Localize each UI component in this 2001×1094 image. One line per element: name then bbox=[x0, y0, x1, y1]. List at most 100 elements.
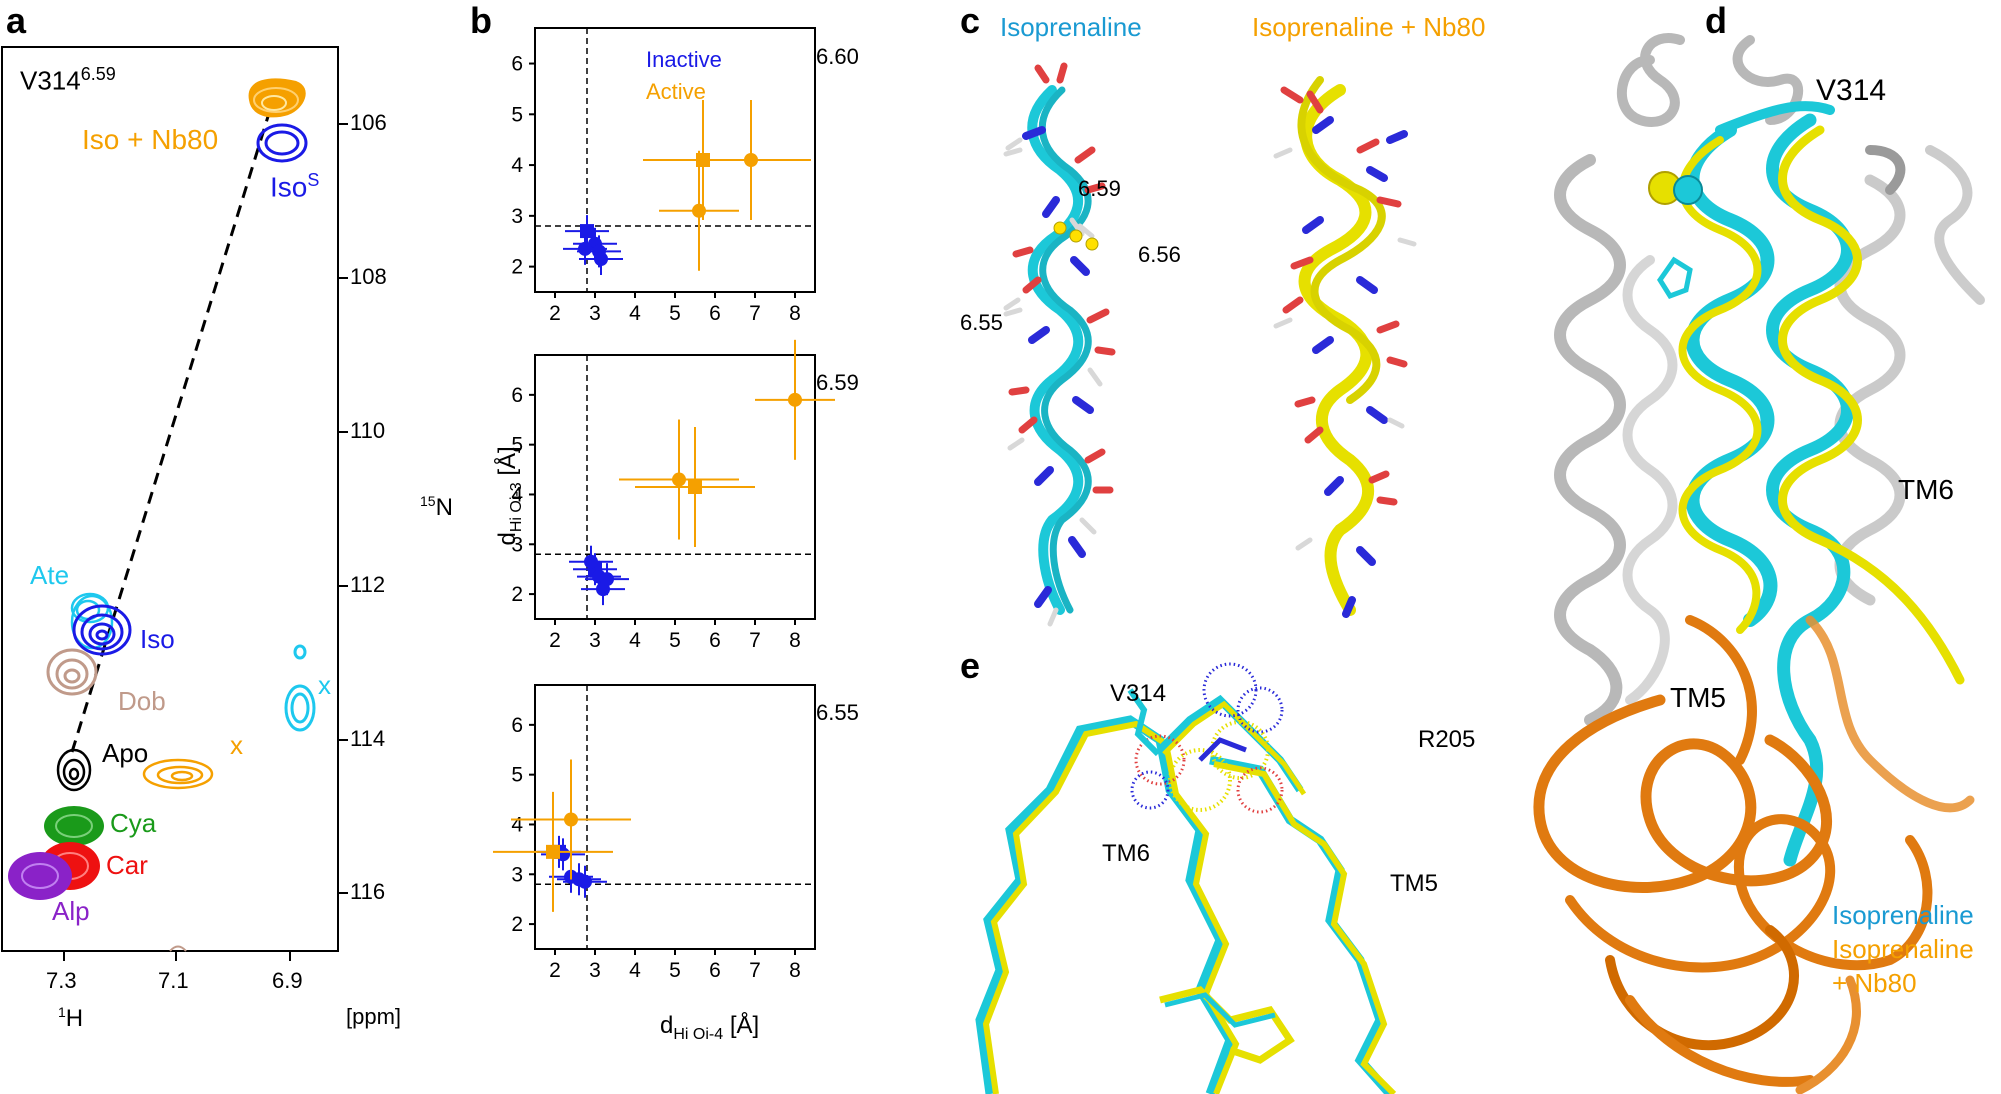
hbond-marker bbox=[1069, 229, 1083, 243]
receptor-label-v314: V314 bbox=[1816, 74, 1887, 107]
x-tick-label: 2 bbox=[549, 629, 561, 652]
peak-label-ate: Ate bbox=[30, 560, 70, 590]
legend-active: Active bbox=[646, 79, 706, 104]
panel-label-b: b bbox=[470, 0, 492, 41]
helix-label-6-56: 6.56 bbox=[1138, 242, 1181, 267]
isoprenaline-ligand bbox=[1657, 256, 1693, 300]
x-tick-label: 6 bbox=[709, 302, 721, 325]
receptor-label-tm5: TM5 bbox=[1670, 682, 1726, 713]
helix-isoprenaline-nb80 bbox=[1273, 76, 1417, 618]
nmr-residue-label: V3146.59 bbox=[20, 64, 116, 96]
x-tick-label: 6 bbox=[709, 629, 721, 652]
receptor-label-tm6: TM6 bbox=[1898, 474, 1954, 505]
helix-label-6-59: 6.59 bbox=[1078, 176, 1121, 201]
hbond-marker bbox=[1085, 237, 1099, 251]
tm-detail-svg bbox=[975, 662, 1397, 1094]
nmr-ytick-114: 114 bbox=[350, 726, 386, 751]
y-tick-label: 4 bbox=[511, 483, 523, 506]
backbone-traces bbox=[975, 694, 1397, 1094]
helix-isoprenaline bbox=[1003, 62, 1116, 627]
peak-label-x-cyan: x bbox=[318, 670, 331, 700]
nmr-ytick-108: 108 bbox=[350, 264, 387, 289]
peak-label-iso: Iso bbox=[140, 624, 175, 654]
y-tick-label: 5 bbox=[511, 434, 523, 457]
helix-ensemble-svg bbox=[1003, 62, 1417, 627]
receptor-legend-iso: Isoprenaline bbox=[1832, 900, 1974, 930]
data-point-circle bbox=[594, 252, 608, 266]
peak-label-iso-nb80: Iso + Nb80 bbox=[82, 124, 219, 155]
tm-label-tm5: TM5 bbox=[1390, 870, 1438, 897]
helix-title-right: Isoprenaline + Nb80 bbox=[1252, 12, 1486, 42]
y-tick-label: 3 bbox=[511, 205, 523, 228]
data-point-square bbox=[688, 480, 702, 494]
peak-label-apo: Apo bbox=[102, 738, 149, 768]
y-tick-label: 3 bbox=[511, 533, 523, 556]
y-tick-label: 2 bbox=[511, 583, 523, 606]
nmr-spectrum-svg bbox=[1, 46, 348, 961]
receptor-cartoon-panel: V314 TM6 TM5 Isoprenaline Isoprenaline +… bbox=[1510, 0, 2001, 1094]
peak-iso bbox=[72, 604, 132, 656]
x-tick-label: 8 bbox=[789, 302, 801, 325]
y-tick-label: 2 bbox=[511, 256, 523, 279]
x-tick-label: 3 bbox=[589, 629, 601, 652]
nmr-ytick-112: 112 bbox=[350, 572, 386, 597]
nmr-y-axis-label: 15N bbox=[420, 493, 453, 521]
y-tick-label: 6 bbox=[511, 384, 523, 407]
peak-label-alp: Alp bbox=[52, 896, 90, 926]
receptor-tm6-helices bbox=[1678, 101, 1965, 867]
data-point-circle bbox=[672, 472, 686, 487]
data-point-circle bbox=[692, 203, 706, 218]
data-point-circle bbox=[578, 241, 592, 256]
peak-alp bbox=[8, 852, 72, 900]
x-tick-label: 5 bbox=[669, 302, 681, 325]
x-axis-label-hi-oi4: dHi Oi-4 [Å] bbox=[660, 1012, 760, 1043]
x-tick-label: 7 bbox=[749, 302, 761, 325]
nmr-spectrum-panel: V3146.59 106 108 110 112 114 116 15N 7.3… bbox=[0, 0, 470, 1094]
data-point-circle bbox=[600, 572, 614, 587]
x-tick-label: 5 bbox=[669, 959, 681, 982]
chart-title-6-59: 6.59 bbox=[816, 370, 859, 395]
distance-charts-panel: 2 3 4 5 6 7 8 2 3 4 5 6 2 3 4 5 6 7 8 2 3 4 5 6 2 3 4 5 6 7 8 2 3 4 5 6 Ina… bbox=[470, 0, 960, 1094]
helix-label-6-55: 6.55 bbox=[960, 310, 1003, 335]
v314-sphere-iso bbox=[1673, 175, 1703, 205]
y-tick-label: 4 bbox=[511, 154, 523, 177]
x-tick-label: 2 bbox=[549, 959, 561, 982]
tm-label-r205: R205 bbox=[1418, 726, 1476, 753]
nb80-nanobody bbox=[1533, 615, 1975, 1094]
nmr-ytick-116: 116 bbox=[350, 879, 386, 904]
scatter-chart-6-60: 2 3 4 5 6 7 8 2 3 4 5 6 bbox=[511, 27, 816, 325]
panel-label-c: c bbox=[960, 0, 981, 41]
dot-surface-side-chains bbox=[1130, 662, 1284, 814]
peak-label-iso-s: IsoS bbox=[270, 170, 320, 203]
peak-x-cyan bbox=[284, 644, 316, 732]
nmr-ytick-110: 110 bbox=[350, 418, 386, 443]
legend-inactive: Inactive bbox=[646, 47, 722, 72]
data-point-circle bbox=[564, 812, 578, 827]
helix-ensemble-panel: Isoprenaline Isoprenaline + Nb80 6.59 6.… bbox=[960, 0, 1520, 640]
peak-label-cya: Cya bbox=[110, 808, 157, 838]
x-tick-label: 7 bbox=[749, 629, 761, 652]
y-tick-label: 5 bbox=[511, 103, 523, 126]
y-tick-label: 4 bbox=[511, 813, 523, 836]
scatter-chart-6-59: 2 3 4 5 6 7 8 2 3 4 5 6 bbox=[511, 339, 835, 652]
y-tick-label: 6 bbox=[511, 53, 523, 76]
peak-label-car: Car bbox=[106, 850, 148, 880]
nmr-xtick-7-1: 7.1 bbox=[158, 968, 189, 993]
hbond-marker bbox=[1053, 221, 1067, 235]
panel-label-a: a bbox=[6, 0, 27, 41]
tm-detail-panel: V314 R205 TM6 TM5 bbox=[960, 640, 1520, 1094]
peak-iso-nb80 bbox=[248, 78, 306, 118]
panel-label-d: d bbox=[1705, 0, 1727, 41]
x-tick-label: 8 bbox=[789, 959, 801, 982]
data-point-square bbox=[580, 224, 594, 239]
y-tick-label: 2 bbox=[511, 913, 523, 936]
nmr-ticks bbox=[63, 123, 348, 961]
distance-charts-svg: 2 3 4 5 6 7 8 2 3 4 5 6 2 3 4 5 6 7 8 2 3 4 5 6 2 3 4 5 6 7 8 2 3 4 5 6 bbox=[493, 27, 835, 982]
r205-side-chain bbox=[1198, 737, 1247, 762]
receptor-cartoon-svg bbox=[1533, 33, 1985, 1094]
x-tick-label: 7 bbox=[749, 959, 761, 982]
helix-title-left: Isoprenaline bbox=[1000, 12, 1142, 42]
y-tick-label: 6 bbox=[511, 714, 523, 737]
nmr-x-axis-label: 1H bbox=[58, 1004, 84, 1032]
nmr-xtick-7-3: 7.3 bbox=[46, 968, 77, 993]
